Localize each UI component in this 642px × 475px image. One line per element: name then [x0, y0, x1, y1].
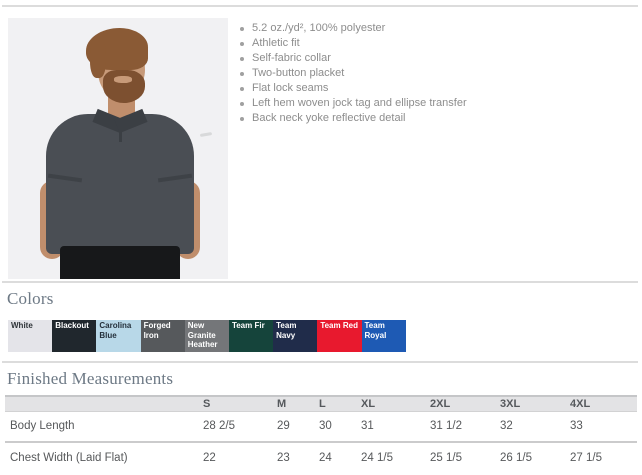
swatch-label: Team Navy — [276, 321, 297, 340]
column-header-xl: XL — [361, 398, 376, 410]
table-row-chest-width: Chest Width (Laid Flat) 22 23 24 24 1/5 … — [5, 443, 637, 473]
cell-value: 30 — [319, 420, 332, 432]
row-label: Body Length — [10, 420, 75, 432]
row-label: Chest Width (Laid Flat) — [10, 452, 128, 464]
measurements-header-row: S M L XL 2XL 3XL 4XL — [5, 395, 637, 412]
column-header-l: L — [319, 398, 326, 410]
cell-value: 22 — [203, 452, 216, 464]
column-header-3xl: 3XL — [500, 398, 521, 410]
product-photo — [8, 18, 228, 279]
feature-item: Athletic fit — [238, 36, 467, 51]
swatch-label: White — [11, 321, 33, 330]
cell-value: 29 — [277, 420, 290, 432]
cell-value: 25 1/5 — [430, 452, 462, 464]
feature-item: 5.2 oz./yd², 100% polyester — [238, 21, 467, 36]
swatch-label: Team Royal — [364, 321, 387, 340]
model-beard — [103, 70, 145, 103]
feature-list: 5.2 oz./yd², 100% polyester Athletic fit… — [238, 21, 467, 126]
bullet-icon — [240, 57, 244, 61]
swatch-label: New Granite Heather — [187, 321, 218, 350]
table-row-body-length: Body Length 28 2/5 29 30 31 31 1/2 32 33 — [5, 412, 637, 443]
cell-value: 26 1/5 — [500, 452, 532, 464]
model-mouth — [114, 76, 132, 83]
feature-text: Back neck yoke reflective detail — [252, 112, 406, 124]
color-swatch-list: White Blackout Carolina Blue Forged Iron… — [8, 320, 406, 352]
feature-item: Left hem woven jock tag and ellipse tran… — [238, 96, 467, 111]
top-divider — [2, 5, 638, 7]
model-hair-side — [90, 38, 106, 78]
swatch-label: Blackout — [55, 321, 89, 330]
feature-item: Self-fabric collar — [238, 51, 467, 66]
cell-value: 31 1/2 — [430, 420, 462, 432]
feature-text: 5.2 oz./yd², 100% polyester — [252, 22, 386, 34]
bullet-icon — [240, 102, 244, 106]
bullet-icon — [240, 72, 244, 76]
column-header-2xl: 2XL — [430, 398, 451, 410]
swatch-carolina-blue[interactable]: Carolina Blue — [96, 320, 141, 352]
swatch-label: Forged Iron — [143, 321, 171, 340]
bullet-icon — [240, 117, 244, 121]
feature-item: Two-button placket — [238, 66, 467, 81]
colors-title: Colors — [7, 289, 54, 308]
cell-value: 27 1/5 — [570, 452, 602, 464]
polo-placket — [119, 126, 122, 142]
cell-value: 24 — [319, 452, 332, 464]
swatch-forged-iron[interactable]: Forged Iron — [140, 320, 185, 352]
sleeve-logo-icon — [199, 131, 213, 138]
model-pants — [60, 246, 180, 279]
cell-value: 28 2/5 — [203, 420, 235, 432]
swatch-label: Team Red — [320, 321, 358, 330]
swatch-team-royal[interactable]: Team Royal — [361, 320, 406, 352]
swatch-team-red[interactable]: Team Red — [317, 320, 362, 352]
swatch-new-granite-heather[interactable]: New Granite Heather — [184, 320, 229, 352]
feature-text: Left hem woven jock tag and ellipse tran… — [252, 97, 467, 109]
feature-text: Flat lock seams — [252, 82, 329, 94]
cell-value: 31 — [361, 420, 374, 432]
feature-text: Athletic fit — [252, 37, 300, 49]
feature-item: Back neck yoke reflective detail — [238, 111, 467, 126]
swatch-label: Team Fir — [231, 321, 265, 330]
bullet-icon — [240, 42, 244, 46]
measurements-title: Finished Measurements — [7, 369, 174, 388]
cell-value: 33 — [570, 420, 583, 432]
column-header-m: M — [277, 398, 287, 410]
swatch-label: Carolina Blue — [99, 321, 132, 340]
bullet-icon — [240, 87, 244, 91]
cell-value: 24 1/5 — [361, 452, 393, 464]
swatch-blackout[interactable]: Blackout — [52, 320, 97, 352]
swatch-team-fir[interactable]: Team Fir — [228, 320, 274, 352]
feature-text: Self-fabric collar — [252, 52, 331, 64]
colors-divider — [2, 281, 638, 283]
cell-value: 23 — [277, 452, 290, 464]
feature-text: Two-button placket — [252, 67, 345, 79]
column-header-s: S — [203, 398, 211, 410]
cell-value: 32 — [500, 420, 513, 432]
feature-item: Flat lock seams — [238, 81, 467, 96]
measurements-divider — [2, 361, 638, 363]
swatch-white[interactable]: White — [8, 320, 53, 352]
column-header-4xl: 4XL — [570, 398, 591, 410]
swatch-team-navy[interactable]: Team Navy — [273, 320, 318, 352]
bullet-icon — [240, 27, 244, 31]
